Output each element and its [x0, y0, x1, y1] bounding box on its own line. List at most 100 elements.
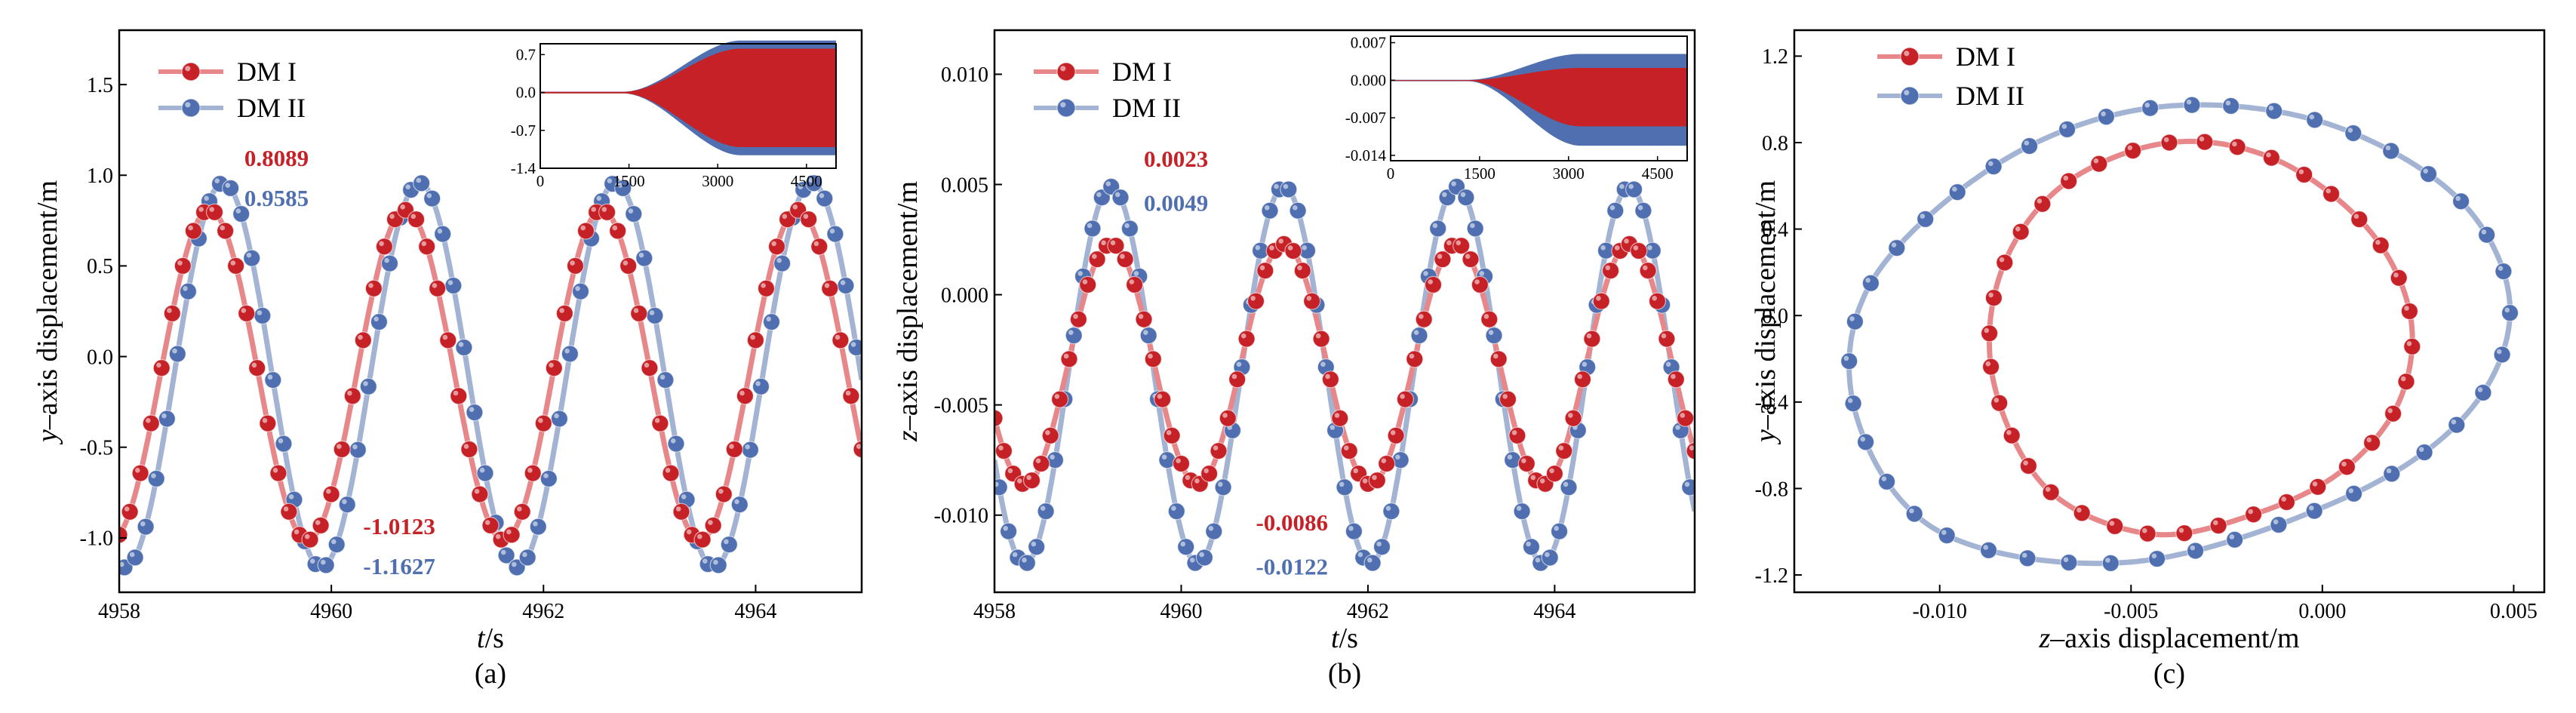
- data-point: [1857, 433, 1875, 451]
- data-point-highlight: [151, 473, 156, 478]
- data-point-highlight: [734, 499, 739, 505]
- data-point: [715, 485, 733, 503]
- data-point: [1457, 189, 1475, 207]
- data-point-highlight: [989, 413, 994, 418]
- data-point-highlight: [607, 178, 613, 183]
- y-tick-label: 0.0: [1762, 305, 1788, 328]
- data-point-highlight: [172, 348, 177, 354]
- data-point: [1312, 330, 1330, 348]
- data-point: [275, 435, 293, 453]
- data-point: [455, 338, 473, 357]
- legend-marker-highlight: [185, 102, 191, 108]
- data-point: [2277, 493, 2296, 512]
- data-point-highlight: [2477, 387, 2483, 392]
- data-point: [1247, 292, 1265, 310]
- legend-item-dm-ii: DM II: [1877, 81, 2024, 111]
- data-point-highlight: [1362, 478, 1368, 484]
- plot-area: [1840, 96, 2519, 573]
- y-tick-label: -0.4: [1755, 392, 1788, 415]
- data-point-highlight: [1516, 506, 1522, 511]
- data-point-highlight: [2312, 481, 2318, 487]
- data-point-highlight: [1526, 541, 1531, 547]
- data-point-highlight: [1376, 541, 1382, 547]
- data-point-highlight: [1843, 355, 1849, 361]
- data-point: [280, 502, 298, 521]
- data-point: [179, 282, 197, 300]
- data-point-highlight: [358, 334, 363, 340]
- data-point: [1840, 352, 1858, 370]
- data-point-highlight: [1329, 425, 1336, 430]
- data-point: [450, 387, 468, 405]
- data-point-highlight: [124, 506, 130, 512]
- data-point-highlight: [1400, 394, 1405, 399]
- data-point: [999, 522, 1018, 540]
- data-point: [2382, 142, 2400, 160]
- data-point-highlight: [1545, 552, 1550, 558]
- series-markers-dm-i: [989, 235, 1695, 493]
- data-point-highlight: [1087, 223, 1093, 229]
- data-point-highlight: [713, 559, 718, 565]
- axes-ticks: -0.010 -0.005 0.000 0.005 -1.2 -0.8 -0.4 0.0 0.4…: [1755, 45, 2538, 623]
- legend-item-dm-i: DM I: [158, 57, 297, 87]
- legend: DM I DM II: [1034, 57, 1181, 123]
- data-point-highlight: [2021, 552, 2027, 558]
- x-tick-label: 4960: [310, 600, 352, 623]
- data-point-highlight: [1297, 265, 1302, 271]
- data-point-highlight: [1022, 558, 1027, 563]
- y-axis-label-text: –axis displacement/m: [1750, 180, 1781, 430]
- data-point: [1237, 330, 1256, 348]
- inset-x-tick-label: 1500: [613, 172, 645, 190]
- data-point-highlight: [549, 362, 554, 368]
- data-point-highlight: [1460, 192, 1466, 198]
- data-point: [832, 331, 850, 349]
- data-point: [1981, 324, 1999, 343]
- data-point-highlight: [994, 481, 999, 487]
- data-point-highlight: [2281, 496, 2286, 502]
- data-point: [503, 526, 521, 544]
- data-point: [152, 359, 171, 377]
- data-point-highlight: [633, 308, 639, 313]
- data-point-highlight: [776, 257, 782, 263]
- data-point-highlight: [1213, 445, 1219, 450]
- data-point-highlight: [267, 374, 273, 380]
- data-point: [1846, 312, 1864, 330]
- panel-label: (a): [475, 658, 506, 690]
- data-point-highlight: [1624, 238, 1629, 244]
- data-point-highlight: [2105, 558, 2110, 563]
- data-point-highlight: [1222, 413, 1228, 418]
- data-point-highlight: [824, 283, 830, 288]
- data-point-highlight: [2387, 408, 2393, 413]
- y-tick-label: -0.5: [80, 437, 113, 460]
- data-point-highlight: [1293, 205, 1298, 211]
- data-point-highlight: [1101, 240, 1106, 246]
- legend-label: DM II: [1956, 81, 2024, 111]
- data-point-highlight: [246, 252, 252, 258]
- data-point-highlight: [500, 549, 506, 555]
- data-point: [1982, 358, 2000, 376]
- data-point: [471, 485, 489, 503]
- data-point: [545, 359, 563, 377]
- legend-marker-highlight: [1060, 66, 1066, 72]
- data-point-highlight: [1339, 481, 1345, 487]
- data-point-highlight: [384, 257, 389, 263]
- data-point-highlight: [1283, 183, 1289, 189]
- data-point-highlight: [745, 444, 750, 450]
- data-point: [259, 414, 277, 432]
- data-point-highlight: [1511, 430, 1517, 435]
- data-point-highlight: [347, 390, 352, 396]
- data-point-highlight: [1250, 296, 1256, 301]
- data-point-highlight: [309, 558, 315, 564]
- data-point: [1429, 220, 1447, 238]
- data-point-highlight: [1092, 254, 1097, 260]
- data-point: [1284, 241, 1302, 260]
- data-point-highlight: [204, 195, 209, 201]
- data-point-highlight: [337, 444, 342, 449]
- data-point: [460, 440, 478, 459]
- inset-frame: [1390, 35, 1688, 161]
- data-point: [1069, 310, 1088, 328]
- y-tick-label: 1.0: [87, 164, 113, 188]
- data-point: [1979, 541, 1998, 559]
- data-point: [534, 414, 552, 432]
- data-point-highlight: [506, 529, 512, 535]
- data-point: [1606, 201, 1625, 220]
